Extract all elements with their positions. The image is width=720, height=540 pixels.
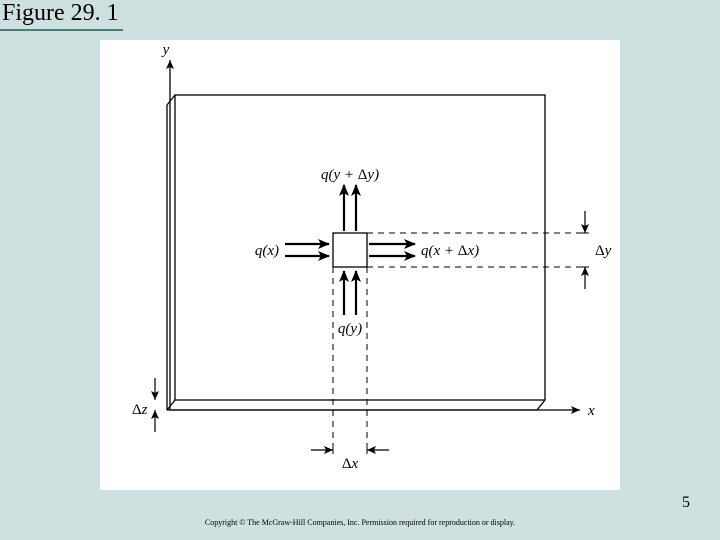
- copyright-text: Copyright © The McGraw-Hill Companies, I…: [0, 518, 720, 527]
- svg-text:q(x + Δx): q(x + Δx): [421, 243, 479, 259]
- svg-text:Δz: Δz: [132, 402, 148, 418]
- svg-text:y: y: [161, 42, 170, 58]
- page-number: 5: [682, 494, 690, 512]
- figure-title: Figure 29. 1: [0, 0, 123, 31]
- figure-svg: x y Δz q(x) q(x + Δx) q(y + Δy) q(y) Δx Δy: [100, 40, 620, 490]
- svg-text:q(y): q(y): [338, 321, 362, 337]
- slide: Figure 29. 1 x y Δz q(x) q(x + Δx) q(y + Δy) q…: [0, 0, 720, 540]
- svg-text:Δx: Δx: [342, 456, 359, 472]
- figure-panel: x y Δz q(x) q(x + Δx) q(y + Δy) q(y) Δx Δy: [100, 40, 620, 490]
- svg-text:q(y + Δy): q(y + Δy): [321, 167, 379, 183]
- svg-text:x: x: [587, 403, 595, 419]
- svg-text:q(x): q(x): [255, 243, 279, 259]
- svg-text:Δy: Δy: [595, 243, 612, 259]
